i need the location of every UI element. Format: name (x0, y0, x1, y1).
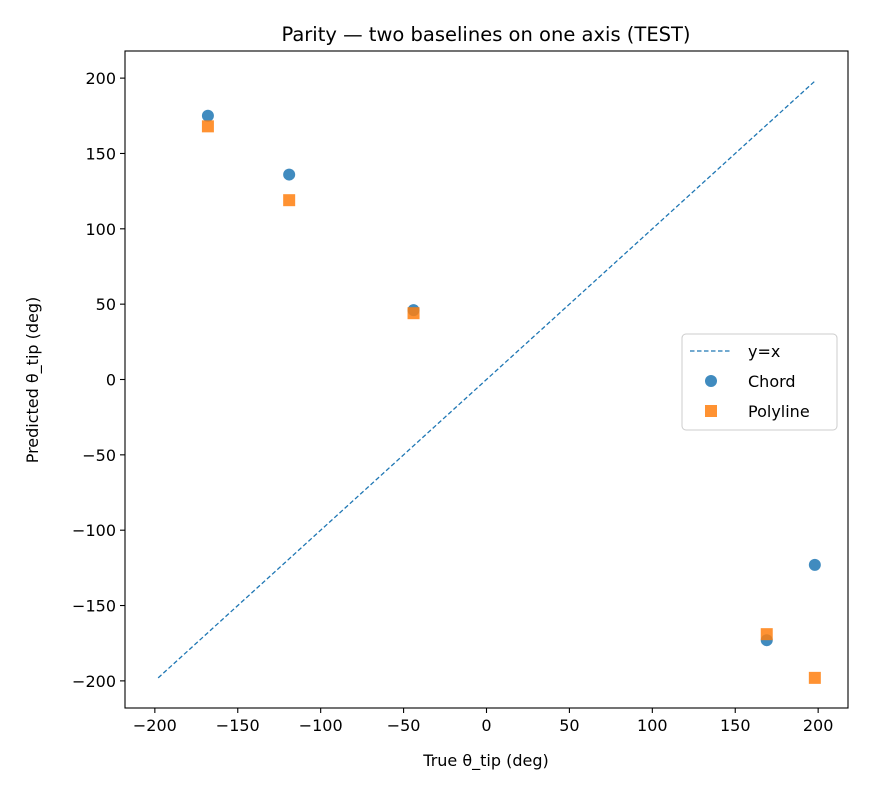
x-tick-label: 50 (559, 716, 579, 735)
x-tick-label: −200 (133, 716, 177, 735)
legend: y=x Chord Polyline (681, 333, 838, 431)
x-axis-label: True θ_tip (deg) (422, 751, 548, 771)
y-tick-label: 150 (85, 144, 116, 163)
y-tick-label: 100 (85, 220, 116, 239)
chord-point (808, 558, 821, 571)
legend-label-chord: Chord (748, 372, 796, 391)
x-axis-ticks: −200 −150 −100 −50 0 50 100 150 200 (133, 708, 834, 735)
x-tick-label: 100 (637, 716, 668, 735)
polyline-point (407, 307, 420, 320)
x-tick-label: −100 (299, 716, 343, 735)
y-tick-label: −150 (72, 597, 116, 616)
legend-label-reference: y=x (748, 342, 780, 361)
polyline-point (808, 671, 821, 684)
y-axis-ticks: −200 −150 −100 −50 0 50 100 150 200 (72, 69, 125, 691)
x-tick-label: 150 (720, 716, 751, 735)
y-equals-x-reference-line (157, 80, 816, 679)
y-tick-label: 0 (106, 371, 116, 390)
polyline-point (283, 194, 296, 207)
legend-label-polyline: Polyline (748, 402, 810, 421)
chord-point (283, 168, 296, 181)
scatter-points (201, 109, 821, 684)
legend-box (681, 333, 838, 431)
legend-polyline-swatch (705, 405, 717, 417)
y-tick-label: −50 (82, 446, 116, 465)
x-tick-label: −50 (387, 716, 421, 735)
y-tick-label: −100 (72, 521, 116, 540)
x-tick-label: 200 (803, 716, 834, 735)
x-tick-label: −150 (216, 716, 260, 735)
chart-title: Parity — two baselines on one axis (TEST… (281, 23, 690, 46)
y-tick-label: 200 (85, 69, 116, 88)
polyline-point (760, 628, 773, 641)
y-tick-label: −200 (72, 672, 116, 691)
legend-chord-swatch (705, 375, 717, 387)
y-axis-label: Predicted θ_tip (deg) (23, 297, 43, 464)
x-tick-label: 0 (481, 716, 491, 735)
chord-point (201, 109, 214, 122)
y-tick-label: 50 (96, 295, 116, 314)
polyline-point (201, 120, 214, 133)
